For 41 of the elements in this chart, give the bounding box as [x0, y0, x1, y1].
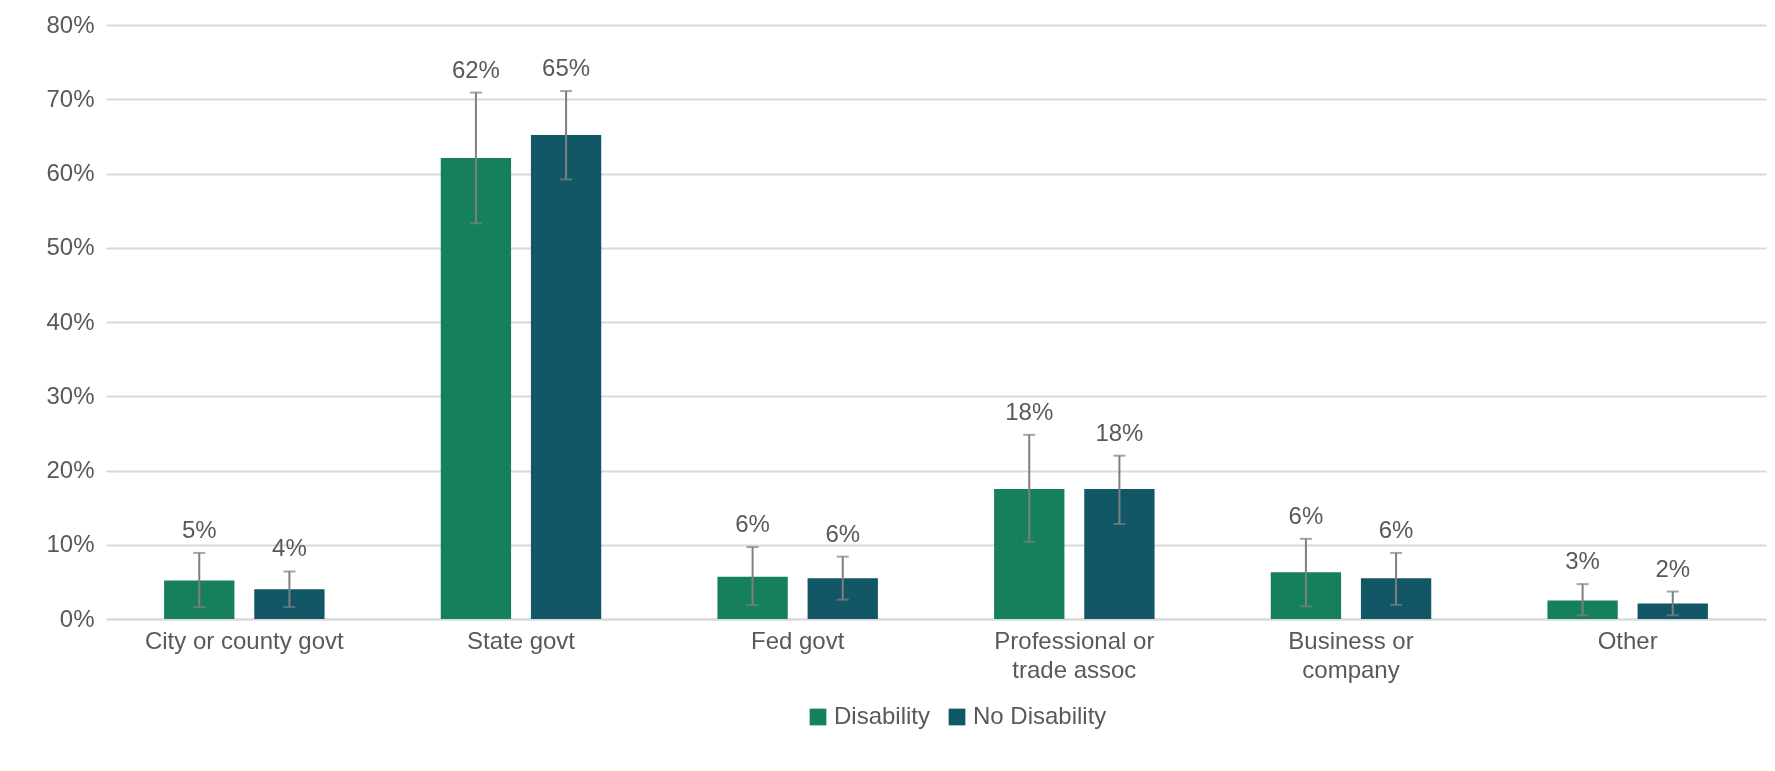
y-tick-label: 80% — [46, 10, 95, 38]
bar — [164, 580, 235, 619]
y-tick-label: 50% — [46, 233, 95, 261]
bar — [1637, 603, 1708, 619]
y-tick-label: 40% — [46, 307, 95, 335]
x-tick-label: Other — [1597, 626, 1658, 654]
data-label: 18% — [1005, 397, 1054, 425]
bar — [440, 157, 512, 619]
y-tick-label: 20% — [46, 456, 95, 483]
x-tick-label: City or county govt — [144, 626, 345, 654]
bar — [807, 578, 878, 619]
data-label: 62% — [451, 55, 500, 83]
data-label: 5% — [181, 515, 217, 543]
data-label: 3% — [1565, 547, 1600, 575]
bar — [717, 576, 788, 619]
legend-label: No Disability — [973, 702, 1107, 729]
y-tick-label: 60% — [46, 159, 95, 186]
data-label: 65% — [542, 54, 591, 82]
data-label: 2% — [1655, 554, 1691, 582]
bar — [1360, 578, 1432, 619]
x-tick-label: Fed govt — [750, 626, 845, 654]
bar — [254, 589, 325, 619]
x-tick-label: State govt — [466, 626, 576, 654]
y-tick-label: 70% — [46, 84, 95, 112]
y-tick-label: 0% — [59, 604, 95, 632]
x-tick-label: Professional or trade assoc — [994, 626, 1155, 683]
y-tick-label: 10% — [46, 530, 95, 558]
bar — [1084, 489, 1155, 619]
y-tick-label: 30% — [46, 381, 95, 409]
data-label: 6% — [1378, 515, 1414, 543]
bar — [994, 489, 1065, 619]
bar — [1270, 572, 1342, 619]
legend-label: Disability — [834, 702, 931, 729]
data-label: 18% — [1095, 418, 1144, 446]
data-label: 6% — [735, 509, 770, 537]
data-label: 4% — [272, 534, 307, 562]
x-tick-label: Business or company — [1288, 626, 1414, 683]
bar — [530, 134, 602, 619]
data-label: 6% — [825, 519, 861, 547]
bar — [1547, 600, 1618, 619]
data-label: 6% — [1288, 501, 1324, 529]
